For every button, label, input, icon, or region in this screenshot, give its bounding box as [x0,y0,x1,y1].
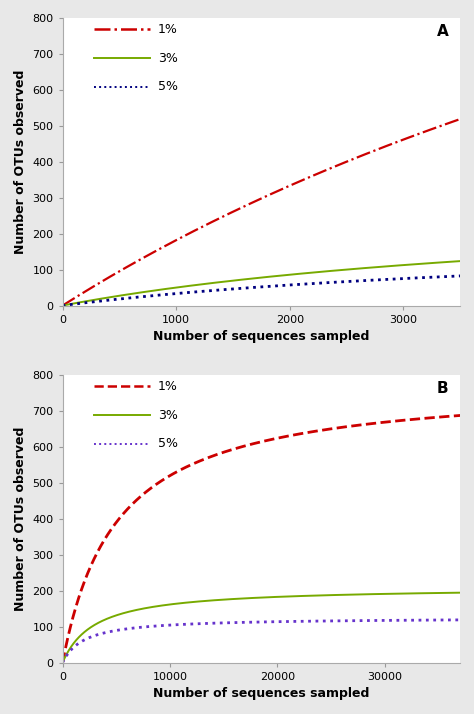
X-axis label: Number of sequences sampled: Number of sequences sampled [153,687,370,700]
Y-axis label: Number of OTUs observed: Number of OTUs observed [14,69,27,254]
Text: 5%: 5% [158,81,178,94]
X-axis label: Number of sequences sampled: Number of sequences sampled [153,330,370,343]
Text: 3%: 3% [158,51,178,65]
Text: 1%: 1% [158,380,178,393]
Text: A: A [437,24,448,39]
Text: 1%: 1% [158,23,178,36]
Y-axis label: Number of OTUs observed: Number of OTUs observed [14,426,27,611]
Text: B: B [437,381,448,396]
Text: 5%: 5% [158,438,178,451]
Text: 3%: 3% [158,408,178,422]
